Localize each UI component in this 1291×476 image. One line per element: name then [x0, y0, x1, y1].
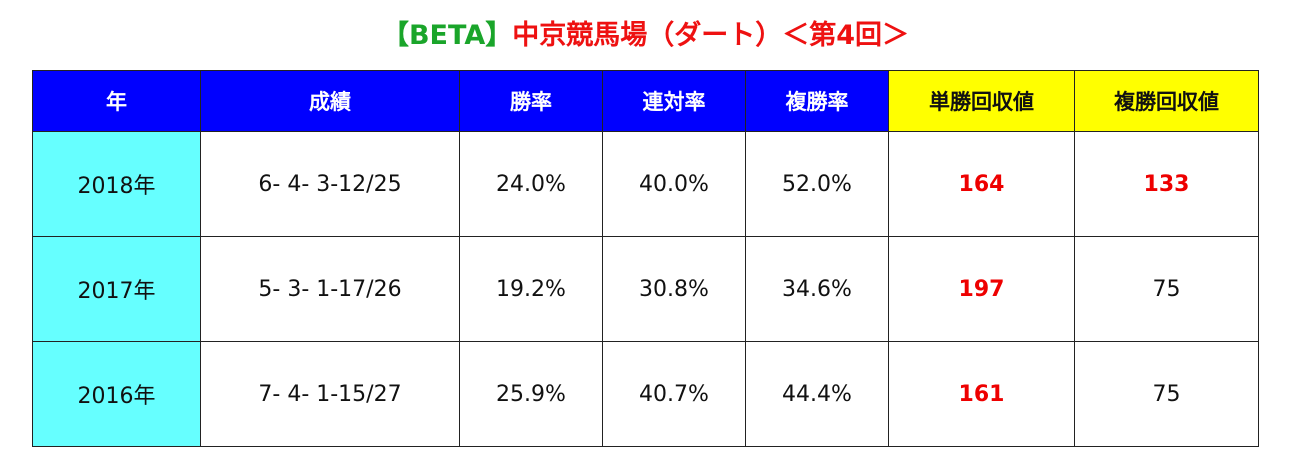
cell: 19.2% — [459, 236, 603, 342]
row: 2018年 6- 4- 3-12/25 24.0% 40.0% 52.0% 16… — [32, 131, 1259, 237]
cell: 25.9% — [459, 341, 603, 447]
cell: 40.7% — [602, 341, 746, 447]
cell: 30.8% — [602, 236, 746, 342]
column-header: 複勝率 — [745, 70, 889, 132]
cell: 75 — [1074, 236, 1259, 342]
column-header: 複勝回収値 — [1074, 70, 1259, 132]
cell: 24.0% — [459, 131, 603, 237]
cell: 2018年 — [32, 131, 201, 237]
cell: 34.6% — [745, 236, 889, 342]
title: 【BETA】中京競馬場（ダート）＜第4回＞ — [0, 18, 1291, 54]
cell: 40.0% — [602, 131, 746, 237]
column-header: 成績 — [200, 70, 460, 132]
column-header: 年 — [32, 70, 201, 132]
title-prefix: 【BETA】 — [381, 20, 513, 51]
cell: 75 — [1074, 341, 1259, 447]
header-row: 年 成績 勝率 連対率 複勝率 単勝回収値 複勝回収値 — [32, 70, 1259, 132]
results-table: 年 成績 勝率 連対率 複勝率 単勝回収値 複勝回収値 2018年 6- 4- … — [32, 70, 1259, 447]
column-header: 連対率 — [602, 70, 746, 132]
cell: 133 — [1074, 131, 1259, 237]
cell: 52.0% — [745, 131, 889, 237]
column-header: 単勝回収値 — [888, 70, 1075, 132]
cell: 2016年 — [32, 341, 201, 447]
cell: 44.4% — [745, 341, 889, 447]
row: 2017年 5- 3- 1-17/26 19.2% 30.8% 34.6% 19… — [32, 236, 1259, 342]
cell: 2017年 — [32, 236, 201, 342]
title-main: 中京競馬場（ダート）＜第4回＞ — [512, 20, 910, 51]
cell: 197 — [888, 236, 1075, 342]
cell: 6- 4- 3-12/25 — [200, 131, 460, 237]
cell: 7- 4- 1-15/27 — [200, 341, 460, 447]
cell: 161 — [888, 341, 1075, 447]
row: 2016年 7- 4- 1-15/27 25.9% 40.7% 44.4% 16… — [32, 341, 1259, 447]
column-header: 勝率 — [459, 70, 603, 132]
cell: 164 — [888, 131, 1075, 237]
cell: 5- 3- 1-17/26 — [200, 236, 460, 342]
